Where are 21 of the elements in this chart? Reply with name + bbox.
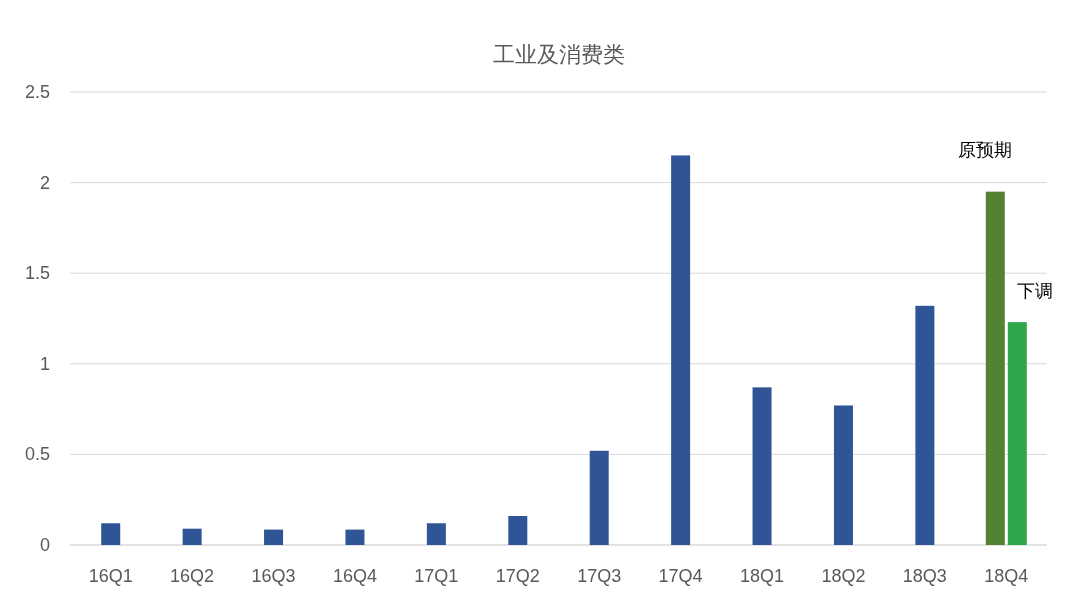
x-tick-label: 16Q2 <box>170 566 215 586</box>
y-tick-label: 1 <box>39 353 50 374</box>
y-tick-label: 0.5 <box>24 444 50 465</box>
x-tick-label: 18Q2 <box>821 566 866 586</box>
x-tick-label: 17Q2 <box>495 566 540 586</box>
x-tick-label: 17Q1 <box>414 566 459 586</box>
x-tick-label: 16Q3 <box>251 566 296 586</box>
series-label: 下调 <box>1017 281 1054 302</box>
y-tick-label: 0 <box>39 535 50 555</box>
x-tick-label: 18Q1 <box>740 566 785 586</box>
y-tick-label: 2 <box>39 172 50 193</box>
x-tick-label: 17Q4 <box>658 566 703 586</box>
y-tick-label: 1.5 <box>24 263 50 284</box>
x-tick-label: 18Q4 <box>984 566 1029 586</box>
x-tick-label: 16Q1 <box>88 566 133 586</box>
x-tick-label: 17Q3 <box>577 566 622 586</box>
chart-title: 工业及消费类 <box>492 42 625 67</box>
y-tick-label: 2.5 <box>24 82 50 102</box>
x-tick-label: 18Q3 <box>902 566 947 586</box>
x-tick-label: 16Q4 <box>332 566 377 586</box>
series-label: 原预期 <box>958 139 1013 160</box>
